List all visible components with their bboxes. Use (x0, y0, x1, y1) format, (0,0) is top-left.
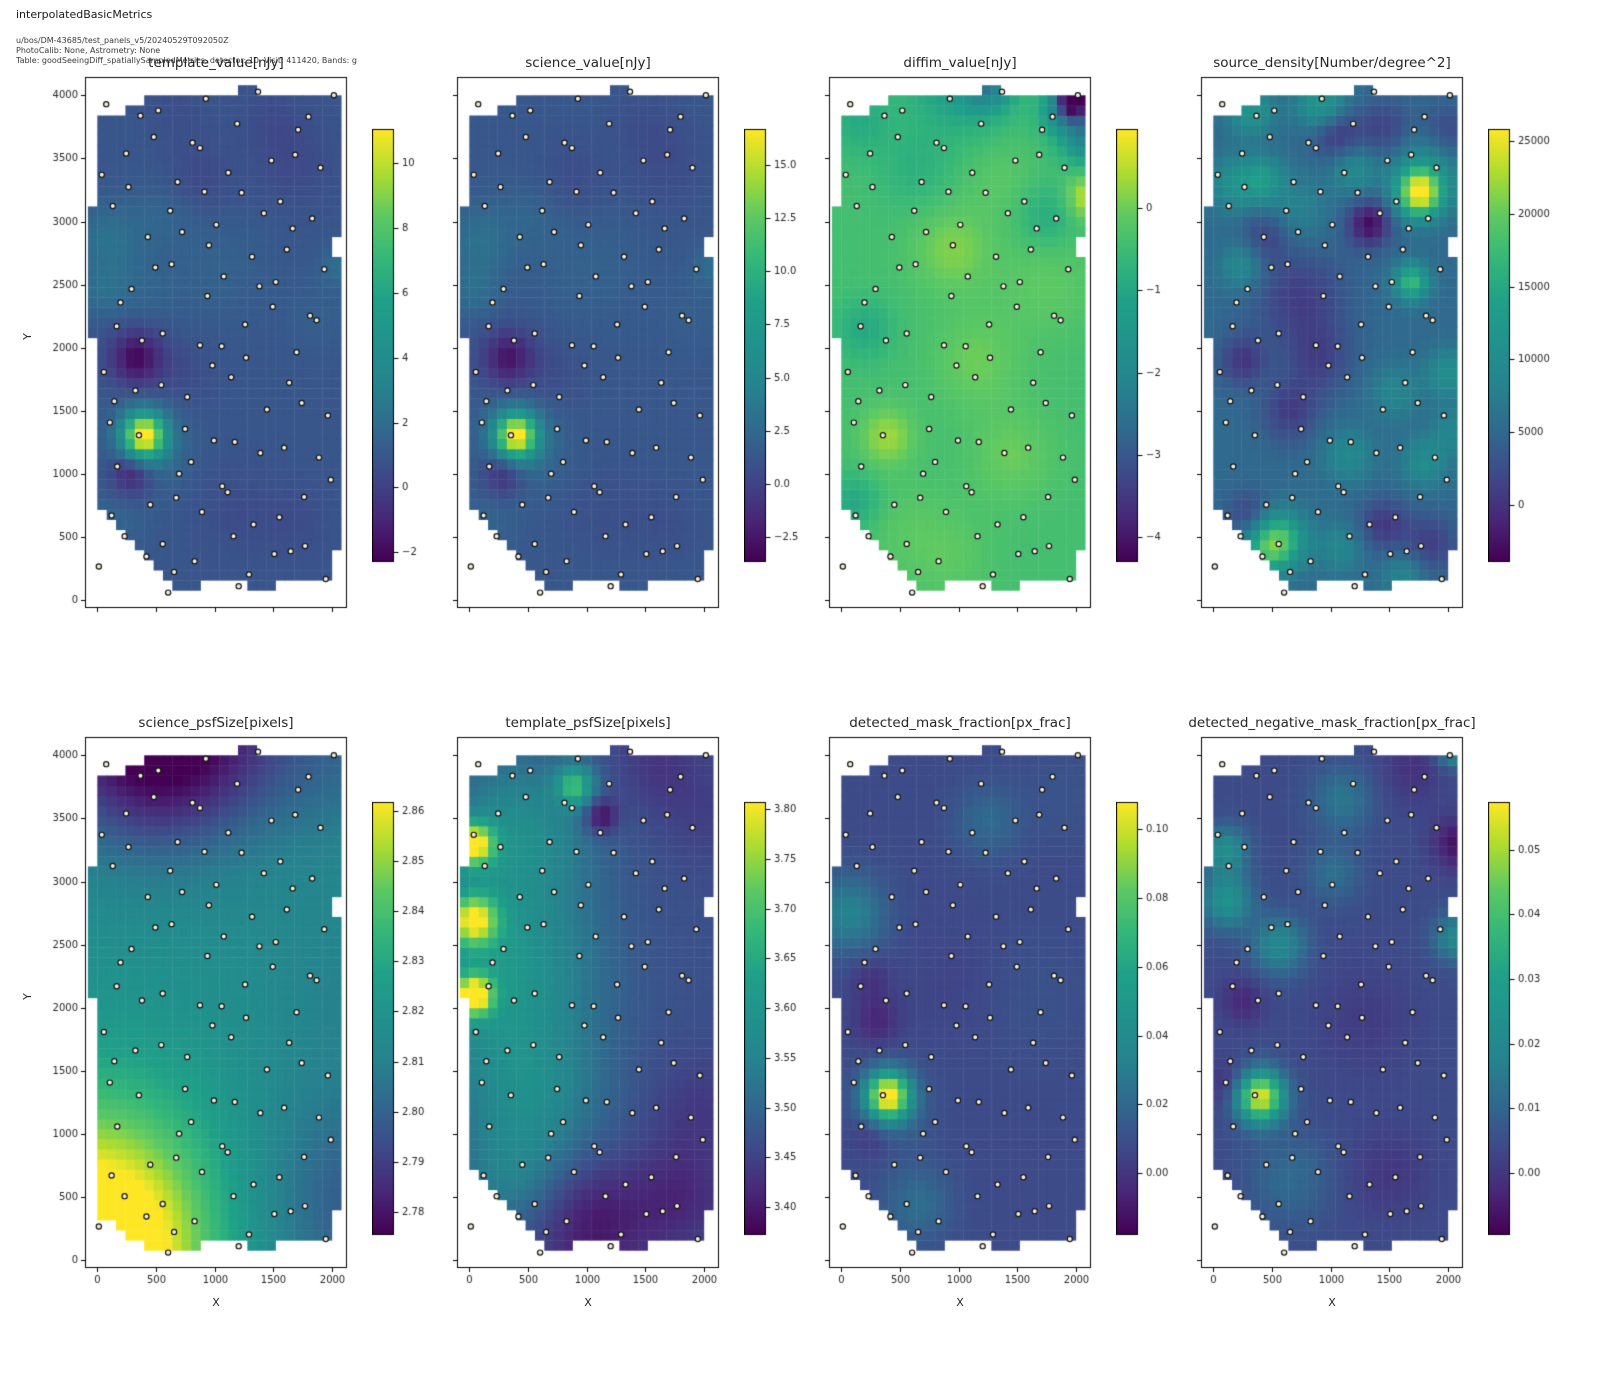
x-axis-label-col1: X (212, 1296, 220, 1309)
source-density-colorbar (1488, 121, 1583, 570)
panel-title-detected-negative-mask-fraction: detected_negative_mask_fraction[px_frac] (1188, 715, 1476, 731)
template-value-heatmap-canvas (37, 69, 355, 638)
science-psfsize-heatmap-canvas (37, 729, 355, 1298)
x-axis-label-col3: X (956, 1296, 964, 1309)
figure-title: interpolatedBasicMetrics (16, 8, 153, 21)
diffim-value-colorbar (1116, 121, 1211, 570)
panel-title-science-psfsize: science_psfSize[pixels] (138, 715, 294, 731)
panel-title-template-psfsize: template_psfSize[pixels] (505, 715, 671, 731)
x-axis-label-col4: X (1328, 1296, 1336, 1309)
figure-subtitle-calib: PhotoCalib: None, Astrometry: None (16, 46, 161, 55)
template-psfsize-colorbar (744, 794, 839, 1243)
y-axis-label-row2: Y (20, 993, 34, 1000)
panel-title-diffim-value: diffim_value[nJy] (903, 55, 1017, 71)
panel-title-source-density: source_density[Number/degree^2] (1213, 55, 1451, 71)
detected-negative-mask-fraction-colorbar (1488, 794, 1583, 1243)
panel-title-science-value: science_value[nJy] (525, 55, 651, 71)
figure-subtitle-run: u/bos/DM-43685/test_panels_v5/20240529T0… (16, 36, 229, 45)
template-value-colorbar (372, 121, 467, 570)
science-value-colorbar (744, 121, 839, 570)
panel-title-detected-mask-fraction: detected_mask_fraction[px_frac] (849, 715, 1071, 731)
figure-subtitle-table: Table: goodSeeingDiff_spatiallySampledMe… (16, 56, 357, 65)
x-axis-label-col2: X (584, 1296, 592, 1309)
detected-mask-fraction-colorbar (1116, 794, 1211, 1243)
panel-title-template-value: template_value[nJy] (148, 55, 284, 71)
y-axis-label-row1: Y (20, 333, 34, 340)
science-psfsize-colorbar (372, 794, 467, 1243)
